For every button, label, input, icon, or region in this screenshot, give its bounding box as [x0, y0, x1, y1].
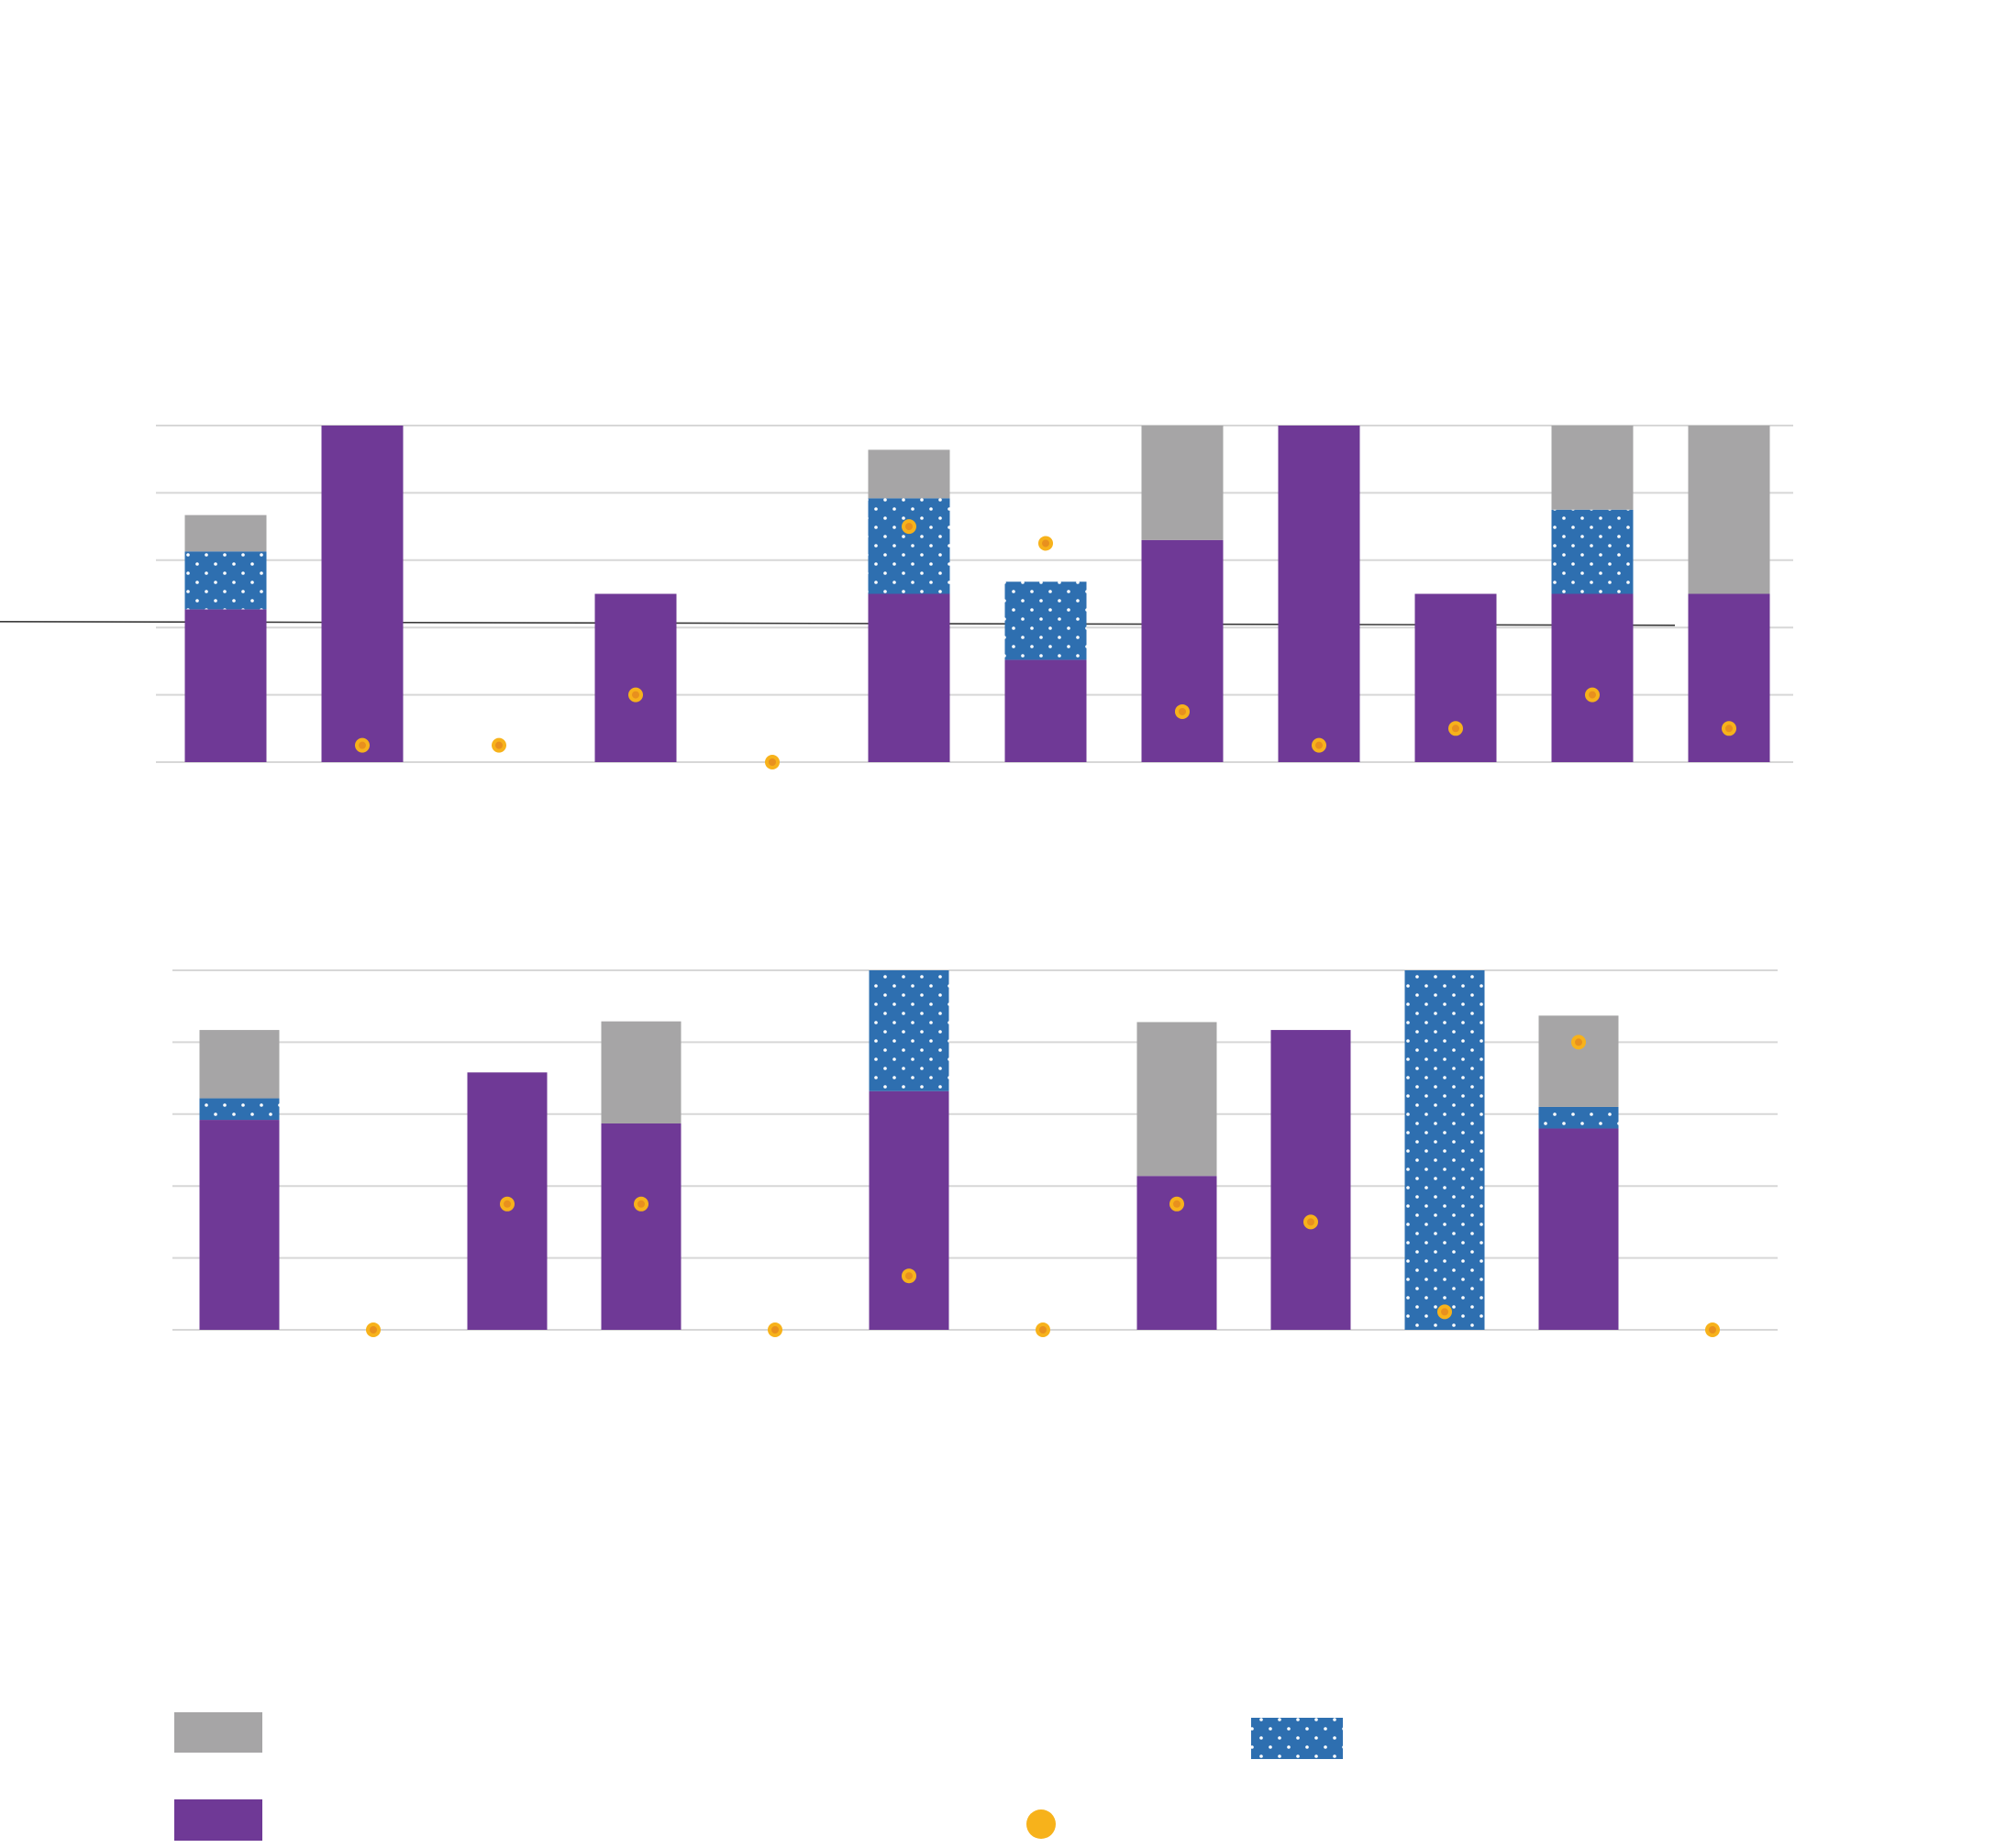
bar-segment-gray: [184, 515, 267, 552]
legend-swatch-yellow-dot: [1026, 1809, 1056, 1839]
bar-segment-gray: [1141, 426, 1224, 540]
marker-point-center: [1307, 1218, 1314, 1226]
bar-segment-gray: [1688, 426, 1770, 594]
bar-segment-purple: [1278, 426, 1360, 762]
bar-segment-purple: [1414, 593, 1497, 762]
bar-segment-purple: [199, 1120, 280, 1330]
marker-point-center: [1589, 691, 1596, 699]
marker-point-center: [905, 523, 913, 531]
bar-segment-gray: [199, 1030, 280, 1099]
bar-segment-purple: [1688, 593, 1770, 762]
bar-segment-purple: [184, 609, 267, 762]
bar-segment-purple: [1141, 539, 1224, 762]
bar-segment-purple: [1538, 1128, 1619, 1330]
bar-segment-blue-dotted: [869, 970, 949, 1091]
bar-segment-blue-dotted: [1404, 970, 1485, 1330]
marker-point-center: [1042, 539, 1049, 548]
legend-swatch-purple: [174, 1799, 262, 1841]
marker-point-center: [1725, 725, 1733, 733]
bar-segment-blue-dotted: [1004, 581, 1087, 660]
bar-segment-purple: [1004, 659, 1087, 762]
reference-line: [0, 620, 1676, 626]
bar-segment-purple: [594, 593, 677, 762]
bar-segment-purple: [1551, 593, 1634, 762]
legend-swatch-gray: [174, 1712, 262, 1753]
bar-segment-gray: [1538, 1015, 1619, 1107]
marker-point-center: [1709, 1326, 1716, 1333]
bar-segment-purple: [601, 1123, 682, 1330]
marker-point-center: [1173, 1200, 1180, 1208]
bar-segment-gray: [1551, 426, 1634, 510]
bar-segment-purple: [869, 1090, 949, 1330]
bar-segment-blue-dotted: [184, 551, 267, 610]
marker-point-center: [632, 691, 639, 699]
marker-point-center: [637, 1200, 645, 1208]
legend-swatch-blue-dotted: [1251, 1718, 1343, 1759]
bar-segment-blue-dotted: [1538, 1106, 1619, 1129]
marker-point-center: [370, 1326, 377, 1333]
marker-point-center: [1575, 1038, 1582, 1046]
bar-segment-blue-dotted: [199, 1098, 280, 1121]
marker-point-center: [769, 758, 776, 766]
bar-segment-purple: [868, 593, 950, 762]
marker-point-center: [1452, 725, 1459, 733]
marker-point-center: [771, 1326, 779, 1333]
marker-point-center: [359, 741, 366, 749]
marker-point-center: [905, 1272, 913, 1280]
bar-segment-blue-dotted: [1551, 509, 1634, 594]
bar-segment-blue-dotted: [868, 498, 950, 594]
bottom-chart: [172, 969, 1778, 1337]
bar-segment-gray: [868, 449, 950, 499]
top-chart: [0, 425, 1793, 769]
marker-point-center: [495, 741, 503, 749]
marker-point-center: [1039, 1326, 1047, 1333]
marker-point-center: [504, 1200, 511, 1208]
marker-point-center: [1315, 741, 1323, 749]
marker-point-center: [1179, 707, 1186, 715]
bar-segment-purple: [321, 426, 404, 762]
bar-segment-purple: [1270, 1030, 1351, 1330]
marker-point-center: [1441, 1308, 1448, 1316]
bar-segment-gray: [1136, 1022, 1217, 1177]
bar-segment-gray: [601, 1021, 682, 1123]
legend: [174, 1712, 1343, 1841]
